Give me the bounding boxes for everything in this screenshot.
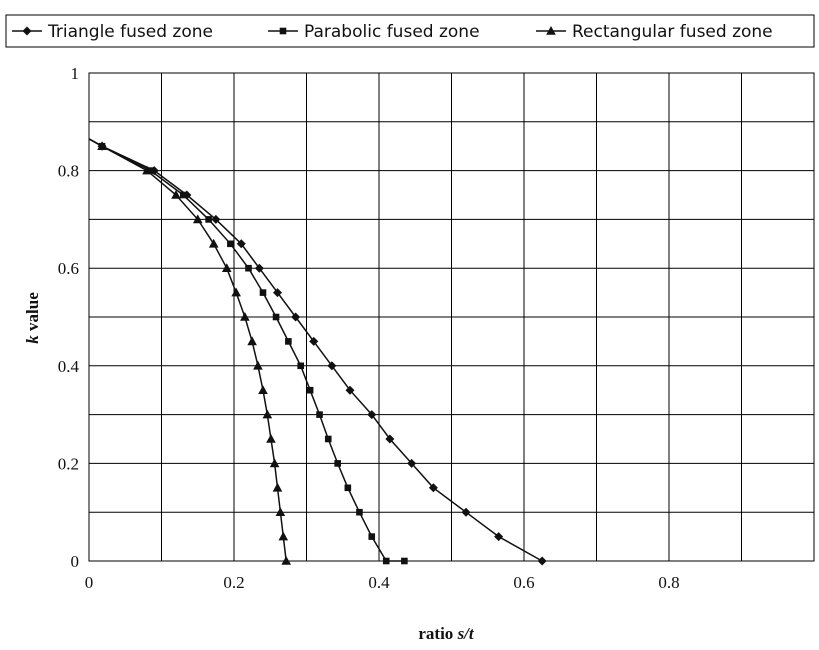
data-point xyxy=(278,531,289,541)
legend-marker xyxy=(22,26,32,36)
x-axis-title: ratio s/t xyxy=(418,624,475,643)
x-tick-label: 0.2 xyxy=(223,573,244,592)
data-point xyxy=(344,484,352,492)
x-tick-label: 0.4 xyxy=(368,573,390,592)
data-point xyxy=(334,460,341,467)
y-tick-label: 1 xyxy=(71,64,80,83)
data-point xyxy=(205,216,212,223)
x-tick-label: 0.6 xyxy=(513,573,534,592)
legend-marker xyxy=(546,26,556,35)
data-point xyxy=(494,532,504,542)
x-axis-title-plain: ratio xyxy=(418,624,457,643)
data-point xyxy=(258,385,268,394)
data-point xyxy=(272,313,280,321)
y-tick-label: 0.2 xyxy=(58,454,79,473)
data-point xyxy=(537,556,547,566)
data-point xyxy=(327,361,337,371)
data-point xyxy=(266,434,276,443)
data-point xyxy=(407,458,417,468)
y-axis-title: k value xyxy=(23,292,42,344)
data-point xyxy=(245,264,252,272)
data-point xyxy=(316,411,323,418)
data-point xyxy=(285,338,292,345)
data-point xyxy=(356,508,363,516)
data-point xyxy=(367,410,377,420)
data-point xyxy=(461,507,471,517)
y-axis-title-italic: k xyxy=(23,335,42,344)
y-axis-title-plain: value xyxy=(23,292,42,335)
data-point xyxy=(306,386,314,394)
plot-area xyxy=(88,72,815,566)
data-point xyxy=(247,336,257,346)
y-tick-label: 0.4 xyxy=(58,357,80,376)
legend-entry: Parabolic fused zone xyxy=(268,22,480,42)
data-point xyxy=(236,239,246,249)
data-point xyxy=(281,556,291,565)
data-point xyxy=(259,289,267,296)
data-point xyxy=(368,533,376,540)
data-point xyxy=(272,482,283,492)
data-point xyxy=(208,238,219,248)
data-point xyxy=(211,214,221,224)
data-point xyxy=(324,435,332,443)
data-point xyxy=(97,141,107,150)
data-point xyxy=(227,240,234,248)
data-point xyxy=(231,287,241,297)
y-tick-label: 0.8 xyxy=(58,162,79,181)
legend-label: Triangle fused zone xyxy=(47,22,213,42)
data-point xyxy=(269,458,280,468)
data-point xyxy=(142,165,152,175)
x-tick-label: 0.8 xyxy=(658,573,679,592)
data-point xyxy=(385,434,395,444)
data-point xyxy=(179,191,187,199)
data-point xyxy=(147,167,154,174)
data-point xyxy=(291,312,301,322)
data-point xyxy=(309,336,319,346)
legend-label: Rectangular fused zone xyxy=(572,22,773,42)
data-point xyxy=(240,312,250,321)
y-tick-label: 0 xyxy=(71,552,80,571)
data-point xyxy=(262,409,273,419)
data-point xyxy=(254,263,264,273)
data-point xyxy=(273,288,282,298)
data-point xyxy=(297,362,304,370)
x-tick-label: 0 xyxy=(85,573,94,592)
data-point xyxy=(345,385,355,395)
series-triangle xyxy=(88,138,291,565)
data-point xyxy=(253,360,263,370)
x-axis-title-italic: s/t xyxy=(457,624,475,643)
series-layer xyxy=(88,138,547,566)
data-point xyxy=(171,190,181,199)
tick-labels: 0 0.2 0.4 0.6 0.8 0 0.2 0.4 0.6 0.8 1 xyxy=(58,64,680,592)
gridlines xyxy=(89,73,814,561)
legend-marker xyxy=(279,27,287,35)
legend-label: Parabolic fused zone xyxy=(304,22,480,42)
y-tick-label: 0.6 xyxy=(58,259,79,278)
legend: Triangle fused zone Parabolic fused zone R… xyxy=(5,14,815,48)
data-point xyxy=(382,557,390,565)
legend-entry: Triangle fused zone xyxy=(12,22,213,42)
series-line xyxy=(88,138,405,562)
data-point xyxy=(428,483,438,493)
data-point xyxy=(401,557,408,565)
data-point xyxy=(275,507,286,516)
legend-entry: Rectangular fused zone xyxy=(536,22,773,42)
data-point xyxy=(192,214,203,224)
legend-box xyxy=(5,14,815,48)
data-point xyxy=(221,263,232,272)
